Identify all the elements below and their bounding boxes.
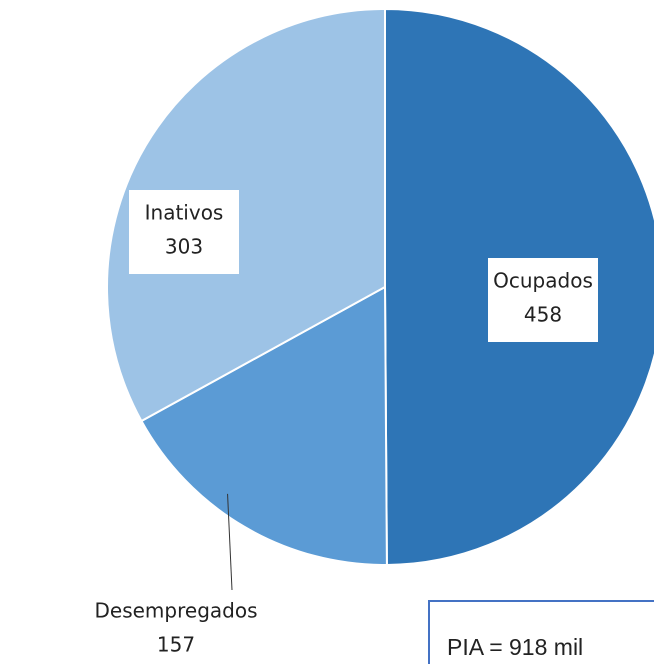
data-label-name: Desempregados: [95, 599, 258, 623]
data-label-value: 458: [524, 303, 562, 327]
data-label-value: 303: [165, 235, 203, 259]
annotation: PIA = 918 mil: [447, 634, 583, 660]
data-label-value: 157: [157, 633, 195, 657]
data-label-name: Inativos: [145, 201, 224, 225]
annotation-box: [428, 600, 654, 664]
label-box: [129, 190, 239, 274]
label-box: [488, 258, 598, 342]
data-label-name: Ocupados: [493, 269, 593, 293]
leader-line: [227, 493, 233, 591]
pie-slice: [140, 285, 388, 566]
pie-slice: [106, 7, 386, 423]
